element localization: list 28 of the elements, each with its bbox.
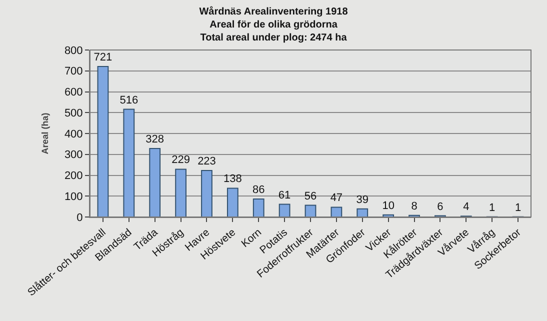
data-label: 4 (463, 201, 470, 214)
data-label: 1 (514, 202, 522, 214)
y-tick-label: 200 (64, 170, 83, 182)
data-label: 223 (198, 155, 216, 168)
y-tick-label: 800 (64, 44, 83, 57)
data-label: 328 (146, 134, 164, 146)
data-label: 56 (304, 190, 317, 202)
y-axis-title: Areal (ha) (40, 112, 50, 154)
data-label: 10 (382, 200, 394, 212)
data-label: 39 (356, 194, 369, 206)
y-tick-label: 400 (64, 128, 83, 140)
y-tick-label: 100 (64, 190, 83, 203)
data-label: 61 (278, 189, 291, 202)
y-tick-label: 500 (64, 107, 83, 120)
data-label: 6 (437, 200, 444, 213)
data-label: 86 (252, 184, 265, 196)
data-label: 47 (330, 192, 343, 204)
data-label: 721 (94, 51, 112, 64)
data-label: 138 (223, 173, 242, 186)
y-tick-label: 300 (64, 149, 83, 162)
y-tick-label: 600 (64, 86, 83, 99)
y-tick-label: 0 (76, 212, 83, 224)
data-label: 516 (120, 94, 138, 106)
chart-title: Wårdnäs Arealinventering 1918 Areal för de olika grödorna Total areal under plog: 2474 ha (199, 5, 348, 44)
data-label: 1 (489, 202, 496, 214)
data-label: 8 (411, 200, 418, 212)
y-tick-label: 700 (64, 66, 83, 78)
data-label: 229 (172, 154, 190, 166)
